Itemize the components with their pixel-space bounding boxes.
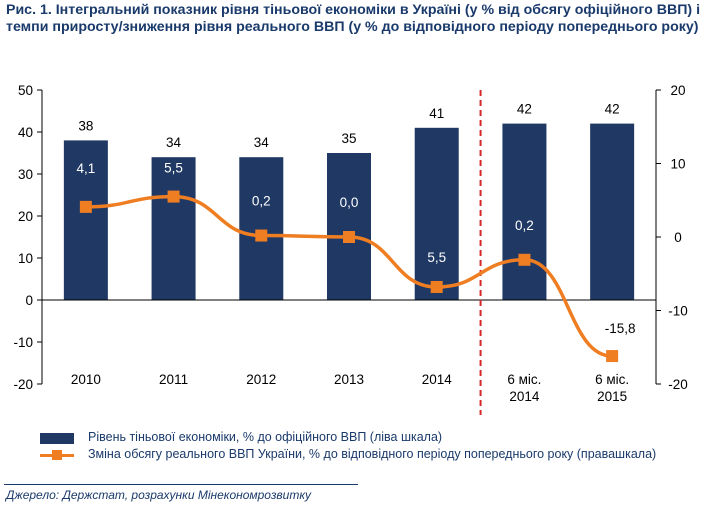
bar-label-5: 42 (517, 102, 532, 117)
bar-label-4: 41 (429, 106, 444, 121)
category-label-4-0: 2014 (422, 372, 453, 387)
left-axis-tick-label-6: -10 (13, 335, 33, 350)
category-label-5-1: 2014 (509, 389, 540, 404)
gdp-label-6: -15,8 (605, 321, 636, 336)
gdp-marker-1 (167, 190, 180, 203)
gdp-marker-3 (343, 231, 355, 243)
right-axis-tick-label-4: -20 (668, 377, 688, 392)
legend-label-bars: Рівень тіньової економіки, % до офіційно… (88, 430, 443, 444)
left-axis-tick-label-4: 10 (18, 251, 33, 266)
source-note: Джерело: Держстат, розрахунки Мінекономр… (6, 488, 312, 502)
gdp-label-2: 0,2 (252, 194, 271, 209)
left-axis-tick-label-2: 30 (18, 167, 33, 182)
left-axis-tick-label-1: 40 (18, 125, 33, 140)
bar-0 (63, 140, 108, 300)
bar-label-2: 34 (254, 135, 270, 150)
gdp-marker-0 (79, 200, 92, 213)
category-label-6-1: 2015 (597, 389, 627, 404)
left-axis-tick-label-7: -20 (13, 377, 33, 392)
legend-swatch-bar (40, 433, 74, 444)
left-axis-tick-label-3: 20 (18, 209, 33, 224)
category-label-2-0: 2012 (246, 372, 276, 387)
category-label-5-0: 6 міс. (507, 372, 541, 387)
bar-3 (327, 153, 371, 300)
category-label-0-0: 2010 (71, 372, 101, 387)
chart-title: Рис. 1. Інтегральний показник рівня тінь… (6, 2, 701, 35)
gdp-label-5: 0,2 (515, 218, 534, 233)
category-label-3-0: 2013 (334, 372, 364, 387)
bar-2 (239, 157, 284, 300)
source-divider (4, 484, 358, 485)
bar-label-3: 35 (341, 131, 356, 146)
legend-swatch-line (40, 450, 74, 460)
right-axis-tick-label-3: -10 (668, 304, 688, 319)
bar-label-0: 38 (78, 118, 93, 133)
gdp-label-4: 5,5 (427, 250, 446, 265)
bar-4 (414, 127, 459, 300)
gdp-label-3: 0,0 (340, 195, 359, 210)
bar-label-1: 34 (166, 135, 182, 150)
category-label-6-0: 6 міс. (595, 372, 629, 387)
right-axis-tick-label-2: 0 (674, 230, 682, 245)
left-axis-tick-label-0: 50 (18, 83, 33, 98)
gdp-label-1: 5,5 (164, 161, 183, 176)
bar-label-6: 42 (605, 102, 620, 117)
bar-5 (502, 123, 547, 300)
right-axis-tick-label-0: 20 (670, 83, 685, 98)
legend-label-line: Зміна обсягу реального ВВП України, % до… (88, 447, 657, 461)
left-axis-tick-label-5: 0 (25, 293, 33, 308)
gdp-marker-2 (255, 229, 268, 242)
gdp-label-0: 4,1 (76, 161, 95, 176)
right-axis-tick-label-1: 10 (670, 157, 685, 172)
bar-1 (151, 157, 196, 300)
gdp-marker-6 (606, 350, 619, 363)
bar-6 (590, 123, 635, 300)
gdp-marker-5 (518, 253, 531, 266)
gdp-marker-4 (430, 280, 443, 293)
category-label-1-0: 2011 (159, 372, 188, 387)
